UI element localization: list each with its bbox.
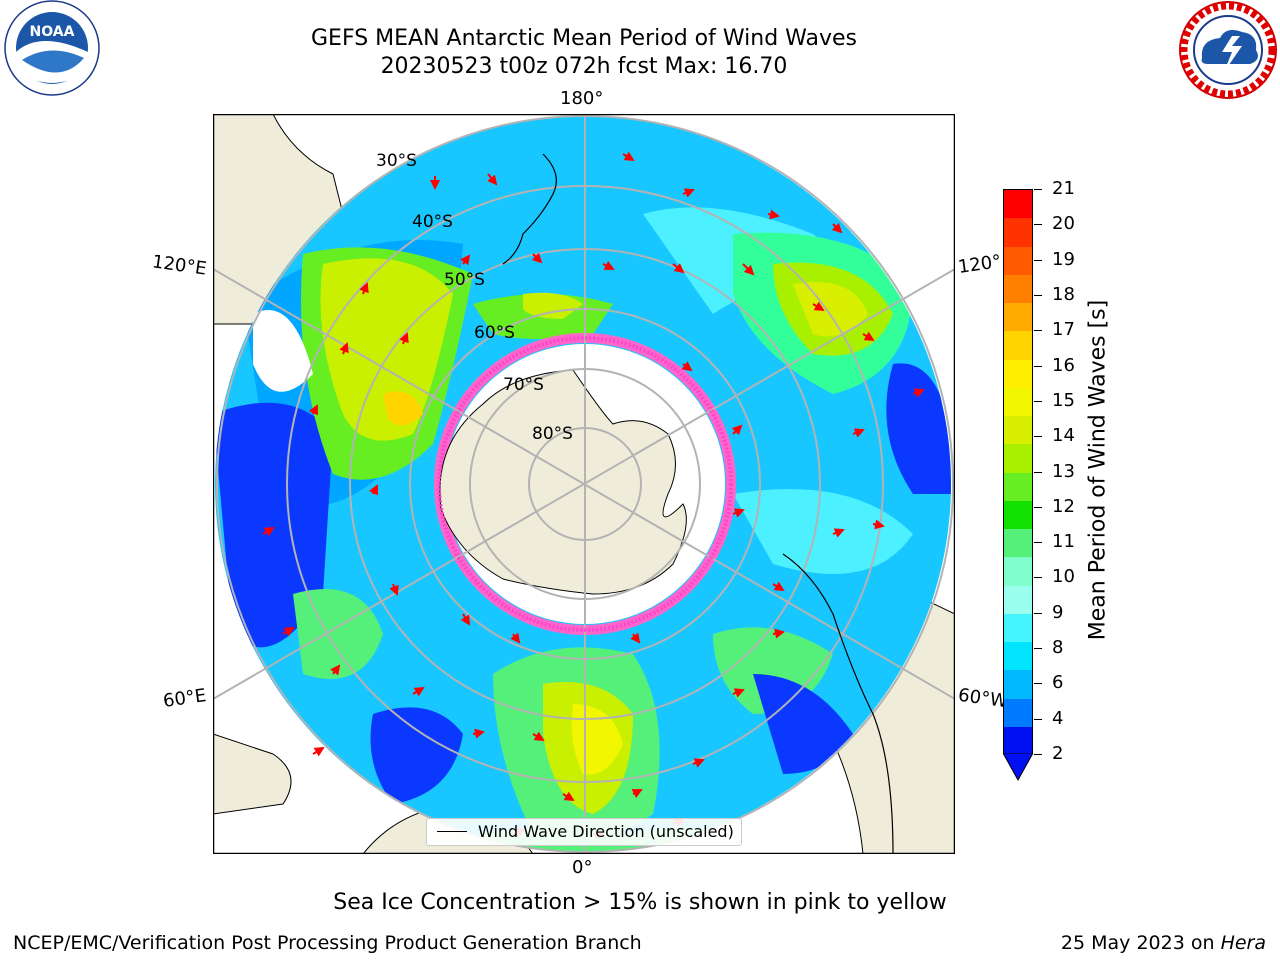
colorbar-segment bbox=[1004, 303, 1032, 332]
colorbar-segment bbox=[1004, 190, 1032, 219]
colorbar-tick bbox=[1034, 436, 1042, 438]
colorbar-tick bbox=[1034, 471, 1042, 473]
colorbar-extend-min bbox=[1003, 753, 1033, 781]
colorbar-tick bbox=[1034, 506, 1042, 508]
lat-label-50s: 50°S bbox=[444, 270, 485, 290]
colorbar bbox=[1003, 189, 1033, 756]
colorbar-tick-label: 11 bbox=[1052, 531, 1075, 553]
colorbar-segment bbox=[1004, 416, 1032, 445]
colorbar-tick-label: 16 bbox=[1052, 354, 1075, 376]
lat-label-30s: 30°S bbox=[376, 151, 417, 171]
colorbar-tick bbox=[1034, 189, 1042, 190]
colorbar-tick bbox=[1034, 330, 1042, 332]
colorbar-label: Mean Period of Wind Waves [s] bbox=[1085, 299, 1111, 641]
lon-label-top: 180° bbox=[560, 88, 604, 109]
colorbar-segment bbox=[1004, 585, 1032, 615]
lat-label-60s: 60°S bbox=[474, 323, 515, 343]
colorbar-segment bbox=[1004, 613, 1032, 643]
colorbar-tick-label: 4 bbox=[1052, 707, 1064, 729]
lat-label-40s: 40°S bbox=[412, 212, 453, 232]
colorbar-tick bbox=[1034, 648, 1042, 650]
new-zealand-coast bbox=[502, 153, 557, 265]
map-title: GEFS MEAN Antarctic Mean Period of Wind … bbox=[311, 26, 857, 51]
colorbar-segment bbox=[1004, 387, 1032, 417]
lon-label-lower-left: 60°E bbox=[161, 685, 208, 712]
colorbar-segment bbox=[1004, 529, 1032, 558]
polar-stereographic-map bbox=[213, 114, 955, 854]
lat-label-80s: 80°S bbox=[532, 424, 573, 444]
colorbar-segment bbox=[1004, 331, 1032, 360]
colorbar-tick bbox=[1034, 294, 1042, 296]
colorbar-tick-label: 18 bbox=[1052, 283, 1075, 305]
colorbar-segment bbox=[1004, 246, 1032, 276]
colorbar-tick-label: 15 bbox=[1052, 389, 1075, 411]
colorbar-segment bbox=[1004, 500, 1032, 530]
noaa-logo: NOAA bbox=[4, 0, 100, 96]
colorbar-tick-label: 12 bbox=[1052, 495, 1075, 517]
colorbar-tick bbox=[1034, 577, 1042, 579]
colorbar-tick-label: 6 bbox=[1052, 672, 1064, 694]
legend-line-sample bbox=[437, 831, 467, 832]
lon-label-upper-left: 120°E bbox=[150, 251, 208, 280]
colorbar-tick bbox=[1034, 259, 1042, 261]
lon-label-lower-right: 60°W bbox=[956, 684, 1009, 713]
colorbar-tick bbox=[1034, 612, 1042, 614]
colorbar-segment bbox=[1004, 444, 1032, 473]
south-america-coast bbox=[782, 553, 894, 854]
colorbar-tick bbox=[1034, 683, 1042, 685]
sea-ice-note: Sea Ice Concentration > 15% is shown in … bbox=[333, 890, 947, 915]
colorbar-tick bbox=[1034, 400, 1042, 402]
colorbar-tick bbox=[1034, 718, 1042, 720]
colorbar-segment bbox=[1004, 698, 1032, 728]
colorbar-tick bbox=[1034, 224, 1042, 226]
colorbar-tick bbox=[1034, 365, 1042, 367]
colorbar-tick-label: 2 bbox=[1052, 743, 1064, 764]
wave-period-field bbox=[215, 116, 951, 852]
lon-label-upper-right: 120° bbox=[956, 251, 1003, 278]
colorbar-segment bbox=[1004, 670, 1032, 699]
footer-host: Hera bbox=[1220, 932, 1266, 954]
graticule bbox=[213, 114, 955, 854]
antarctica-land bbox=[439, 369, 687, 595]
lat-label-70s: 70°S bbox=[503, 375, 544, 395]
noaa-logo-text: NOAA bbox=[30, 24, 75, 40]
legend-label: Wind Wave Direction (unscaled) bbox=[478, 822, 734, 841]
colorbar-tick bbox=[1034, 542, 1042, 544]
colorbar-tick bbox=[1034, 754, 1042, 755]
colorbar-tick-label: 20 bbox=[1052, 213, 1075, 235]
colorbar-segment bbox=[1004, 359, 1032, 389]
colorbar-tick-label: 17 bbox=[1052, 319, 1075, 341]
colorbar-segment bbox=[1004, 274, 1032, 304]
map-legend: Wind Wave Direction (unscaled) bbox=[426, 818, 742, 846]
colorbar-tick-label: 19 bbox=[1052, 248, 1075, 270]
colorbar-tick-label: 13 bbox=[1052, 460, 1075, 482]
colorbar-tick-label: 9 bbox=[1052, 601, 1064, 623]
footer-credit: NCEP/EMC/Verification Post Processing Pr… bbox=[13, 932, 642, 954]
footer-date-text: 25 May 2023 on bbox=[1060, 932, 1221, 954]
colorbar-tick-label: 8 bbox=[1052, 637, 1064, 659]
map-subtitle: 20230523 t00z 072h fcst Max: 16.70 bbox=[380, 54, 788, 79]
colorbar-tick-label: 14 bbox=[1052, 425, 1075, 447]
colorbar-segment bbox=[1004, 726, 1032, 756]
national-weather-service-logo bbox=[1179, 1, 1277, 99]
colorbar-segment bbox=[1004, 472, 1032, 502]
colorbar-segment bbox=[1004, 218, 1032, 247]
colorbar-segment bbox=[1004, 642, 1032, 671]
lon-label-bottom: 0° bbox=[572, 857, 593, 878]
colorbar-tick-label: 21 bbox=[1052, 178, 1075, 199]
footer-date: 25 May 2023 on Hera bbox=[1061, 932, 1266, 954]
colorbar-segment bbox=[1004, 557, 1032, 586]
colorbar-tick-label: 10 bbox=[1052, 566, 1075, 588]
